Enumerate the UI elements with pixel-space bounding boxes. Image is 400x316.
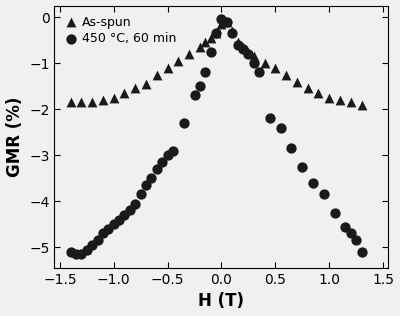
450 °C, 60 min bbox=[218, 17, 225, 22]
As-spun bbox=[294, 79, 300, 84]
450 °C, 60 min bbox=[78, 252, 85, 257]
450 °C, 60 min bbox=[180, 120, 187, 125]
450 °C, 60 min bbox=[331, 210, 338, 215]
As-spun bbox=[121, 90, 128, 95]
As-spun bbox=[224, 19, 230, 24]
450 °C, 60 min bbox=[127, 208, 133, 213]
450 °C, 60 min bbox=[132, 201, 138, 206]
450 °C, 60 min bbox=[89, 242, 95, 247]
As-spun bbox=[89, 100, 95, 105]
450 °C, 60 min bbox=[288, 146, 295, 151]
450 °C, 60 min bbox=[159, 160, 166, 165]
450 °C, 60 min bbox=[191, 93, 198, 98]
As-spun bbox=[213, 31, 219, 36]
450 °C, 60 min bbox=[256, 70, 262, 75]
As-spun bbox=[245, 49, 252, 54]
As-spun bbox=[240, 45, 246, 50]
450 °C, 60 min bbox=[116, 217, 122, 222]
450 °C, 60 min bbox=[342, 224, 348, 229]
As-spun bbox=[261, 61, 268, 66]
450 °C, 60 min bbox=[94, 238, 101, 243]
As-spun bbox=[348, 100, 354, 105]
450 °C, 60 min bbox=[164, 153, 171, 158]
450 °C, 60 min bbox=[143, 183, 149, 188]
As-spun bbox=[283, 72, 289, 77]
450 °C, 60 min bbox=[213, 31, 219, 36]
450 °C, 60 min bbox=[224, 19, 230, 24]
450 °C, 60 min bbox=[105, 226, 112, 231]
450 °C, 60 min bbox=[278, 125, 284, 130]
As-spun bbox=[154, 72, 160, 77]
450 °C, 60 min bbox=[267, 116, 273, 121]
As-spun bbox=[315, 90, 322, 95]
As-spun bbox=[272, 65, 278, 70]
450 °C, 60 min bbox=[73, 252, 79, 257]
As-spun bbox=[229, 28, 236, 33]
As-spun bbox=[175, 58, 182, 63]
As-spun bbox=[202, 40, 208, 45]
As-spun bbox=[100, 97, 106, 102]
450 °C, 60 min bbox=[353, 238, 359, 243]
450 °C, 60 min bbox=[148, 176, 155, 181]
Y-axis label: GMR (%): GMR (%) bbox=[6, 97, 24, 177]
As-spun bbox=[197, 45, 203, 50]
450 °C, 60 min bbox=[68, 249, 74, 254]
Legend: As-spun, 450 °C, 60 min: As-spun, 450 °C, 60 min bbox=[61, 12, 180, 49]
As-spun bbox=[164, 65, 171, 70]
As-spun bbox=[78, 100, 85, 105]
As-spun bbox=[208, 35, 214, 40]
450 °C, 60 min bbox=[299, 164, 306, 169]
450 °C, 60 min bbox=[348, 231, 354, 236]
450 °C, 60 min bbox=[321, 192, 327, 197]
450 °C, 60 min bbox=[84, 247, 90, 252]
450 °C, 60 min bbox=[310, 180, 316, 185]
450 °C, 60 min bbox=[250, 61, 257, 66]
As-spun bbox=[326, 95, 332, 100]
450 °C, 60 min bbox=[229, 31, 236, 36]
450 °C, 60 min bbox=[358, 249, 365, 254]
As-spun bbox=[234, 40, 241, 45]
450 °C, 60 min bbox=[138, 192, 144, 197]
450 °C, 60 min bbox=[154, 167, 160, 172]
450 °C, 60 min bbox=[100, 231, 106, 236]
As-spun bbox=[358, 102, 365, 107]
As-spun bbox=[132, 86, 138, 91]
450 °C, 60 min bbox=[240, 47, 246, 52]
450 °C, 60 min bbox=[202, 70, 208, 75]
As-spun bbox=[110, 95, 117, 100]
As-spun bbox=[143, 81, 149, 86]
As-spun bbox=[250, 54, 257, 59]
As-spun bbox=[304, 86, 311, 91]
450 °C, 60 min bbox=[110, 222, 117, 227]
As-spun bbox=[68, 100, 74, 105]
450 °C, 60 min bbox=[121, 213, 128, 218]
As-spun bbox=[218, 21, 225, 27]
As-spun bbox=[186, 52, 192, 57]
450 °C, 60 min bbox=[234, 42, 241, 47]
As-spun bbox=[337, 97, 343, 102]
X-axis label: H (T): H (T) bbox=[198, 292, 244, 310]
450 °C, 60 min bbox=[170, 148, 176, 153]
450 °C, 60 min bbox=[197, 84, 203, 89]
450 °C, 60 min bbox=[245, 52, 252, 57]
450 °C, 60 min bbox=[208, 49, 214, 54]
